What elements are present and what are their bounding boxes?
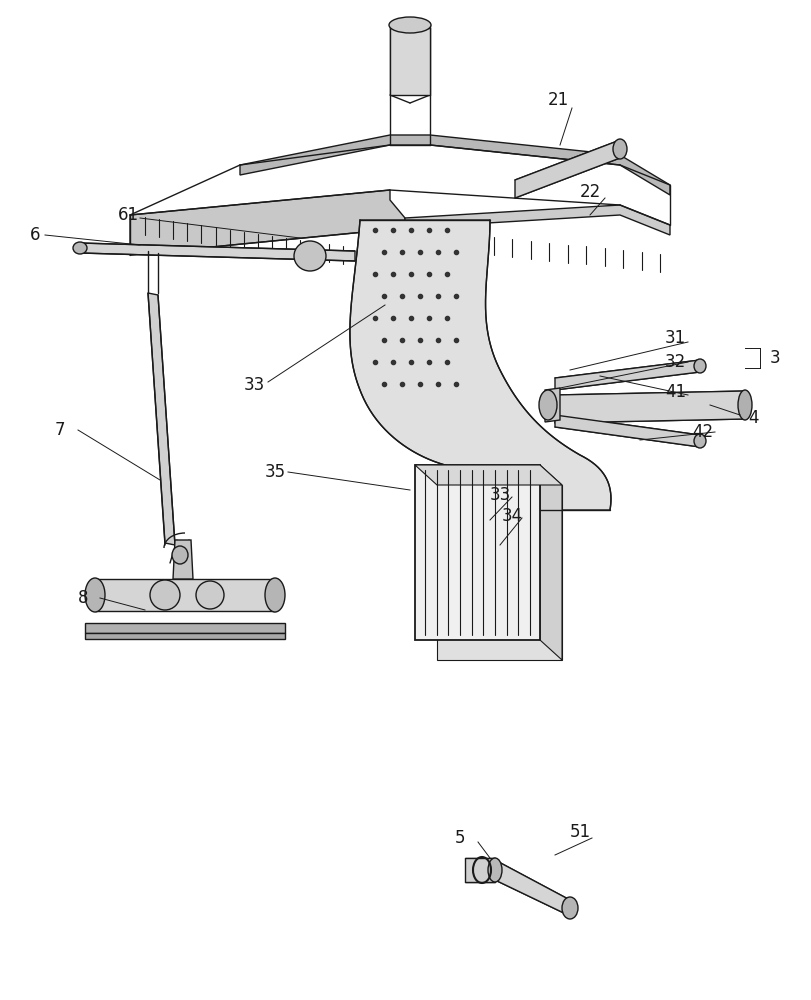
Polygon shape	[554, 415, 699, 447]
Text: 33: 33	[243, 376, 265, 394]
Text: 61: 61	[118, 206, 139, 224]
Polygon shape	[148, 293, 175, 545]
Text: 5: 5	[454, 829, 465, 847]
Polygon shape	[554, 360, 699, 390]
Ellipse shape	[294, 241, 325, 271]
Ellipse shape	[487, 858, 501, 882]
Ellipse shape	[388, 17, 431, 33]
Polygon shape	[173, 540, 193, 579]
Polygon shape	[514, 140, 620, 198]
Ellipse shape	[73, 242, 87, 254]
Polygon shape	[95, 579, 275, 611]
Ellipse shape	[195, 581, 224, 609]
Polygon shape	[85, 633, 285, 639]
Text: 34: 34	[501, 507, 522, 525]
Text: 31: 31	[664, 329, 685, 347]
Text: 22: 22	[579, 183, 600, 201]
Text: 33: 33	[489, 486, 511, 504]
Ellipse shape	[264, 578, 285, 612]
Ellipse shape	[85, 578, 105, 612]
Polygon shape	[539, 465, 561, 660]
Text: 51: 51	[569, 823, 590, 841]
Text: 35: 35	[264, 463, 285, 481]
Ellipse shape	[539, 390, 556, 420]
Polygon shape	[414, 465, 539, 640]
Ellipse shape	[150, 580, 180, 610]
Text: 7: 7	[55, 421, 66, 439]
Polygon shape	[80, 248, 354, 256]
Polygon shape	[554, 391, 744, 423]
Ellipse shape	[737, 390, 751, 420]
Text: 32: 32	[664, 353, 685, 371]
Polygon shape	[350, 220, 610, 510]
Polygon shape	[436, 485, 561, 660]
Text: 6: 6	[30, 226, 41, 244]
Polygon shape	[465, 858, 495, 882]
Text: 3: 3	[769, 349, 779, 367]
Polygon shape	[240, 135, 669, 195]
Text: 42: 42	[691, 423, 712, 441]
Polygon shape	[80, 243, 354, 261]
Text: 21: 21	[547, 91, 569, 109]
Text: 4: 4	[747, 409, 757, 427]
Text: 41: 41	[664, 383, 685, 401]
Polygon shape	[85, 623, 285, 633]
Text: 8: 8	[78, 589, 88, 607]
Ellipse shape	[693, 359, 705, 373]
Polygon shape	[544, 388, 560, 422]
Ellipse shape	[561, 897, 577, 919]
Ellipse shape	[693, 434, 705, 448]
Polygon shape	[405, 205, 669, 235]
Ellipse shape	[172, 546, 188, 564]
Ellipse shape	[612, 139, 626, 159]
Polygon shape	[414, 465, 561, 485]
Polygon shape	[389, 28, 430, 95]
Polygon shape	[495, 860, 569, 916]
Polygon shape	[130, 190, 405, 255]
